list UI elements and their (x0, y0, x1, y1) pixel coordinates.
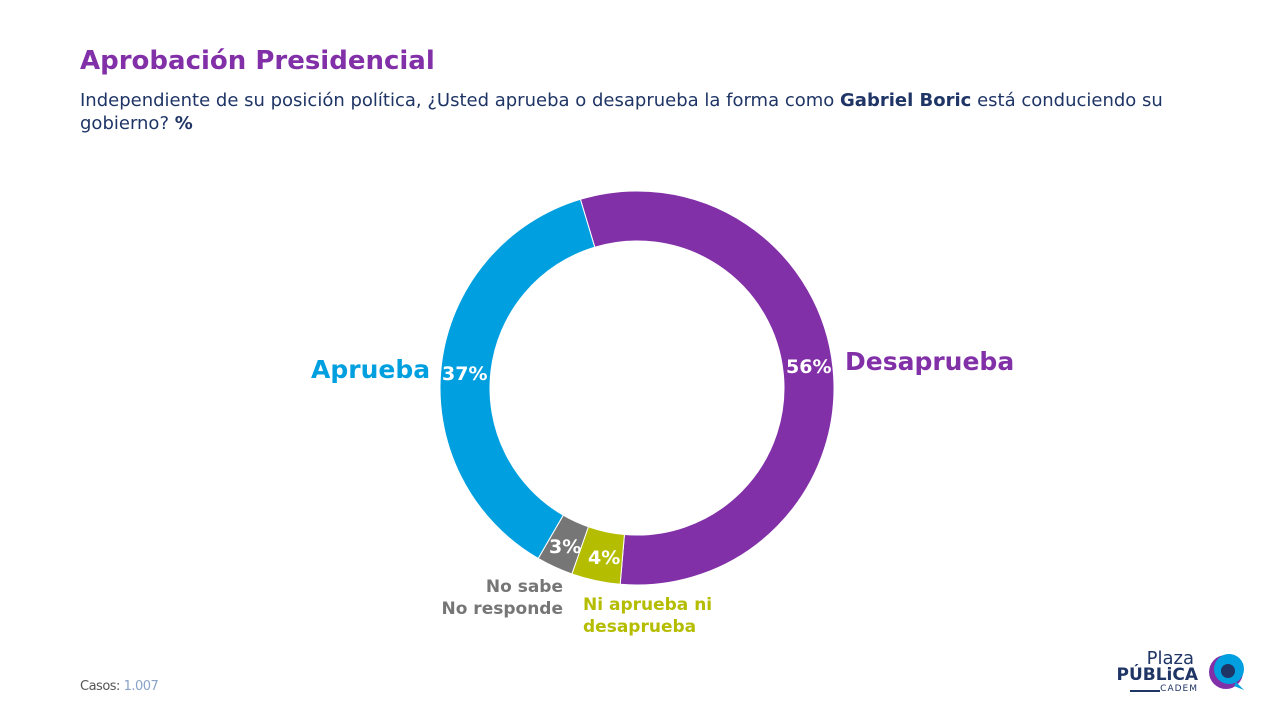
casos-value: 1.007 (123, 679, 159, 694)
chart-title: Aprobación Presidencial (80, 46, 435, 76)
label-ni-line2: desaprueba (583, 617, 697, 637)
label-desaprueba: Desaprueba (845, 347, 1015, 376)
slice-desaprueba (579, 190, 835, 586)
subtitle-unit: % (174, 113, 193, 134)
logo-underline (1130, 690, 1160, 692)
subtitle-text: Independiente de su posición política, ¿… (80, 90, 841, 111)
pct-desaprueba: 56% (786, 356, 832, 378)
footer-casos: Casos: 1.007 (80, 679, 159, 694)
slice-aprueba (439, 198, 596, 560)
label-ni-aprueba: Ni aprueba ni desaprueba (583, 594, 712, 638)
subtitle-text-end: está conduciendo su gobierno? (80, 90, 1163, 134)
label-ns-line1: No sabe (485, 577, 563, 597)
logo-line1: Plaza (1146, 648, 1194, 669)
pct-aprueba: 37% (442, 363, 488, 385)
subtitle-bold: Gabriel Boric (840, 90, 972, 111)
label-no-sabe: No sabe No responde (441, 576, 563, 620)
plaza-publica-logo: Plaza PÚBLiCA CADEM (1116, 648, 1254, 698)
speech-bubble-logo-icon (1209, 654, 1244, 690)
chart-subtitle: Independiente de su posición política, ¿… (80, 89, 1190, 135)
casos-label: Casos (80, 679, 117, 694)
pct-ni: 4% (588, 547, 621, 569)
label-ni-line1: Ni aprueba ni (583, 595, 713, 615)
logo-line3: CADEM (1160, 684, 1198, 694)
label-ns-line2: No responde (441, 599, 563, 619)
label-aprueba: Aprueba (311, 355, 431, 384)
logo-line2: PÚBLiCA (1116, 665, 1198, 685)
pct-ns: 3% (549, 536, 582, 558)
